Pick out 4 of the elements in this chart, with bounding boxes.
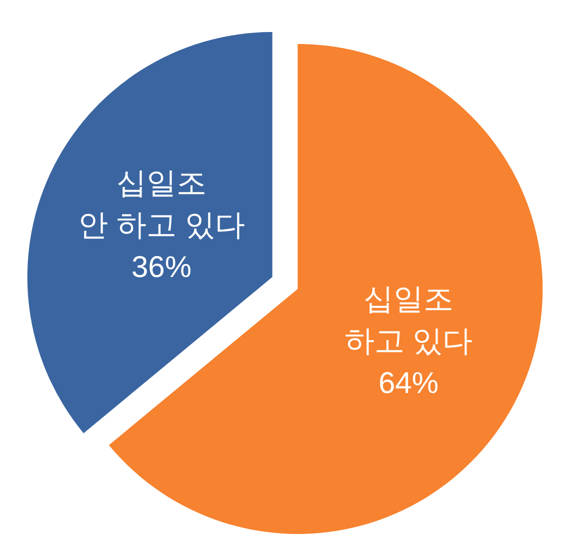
data-label: 64%	[378, 367, 439, 400]
slice-label: 십일조 안 하고 있다	[78, 166, 245, 242]
data-label: 36%	[131, 250, 192, 284]
slice-label: 십일조 하고 있다	[344, 283, 473, 358]
